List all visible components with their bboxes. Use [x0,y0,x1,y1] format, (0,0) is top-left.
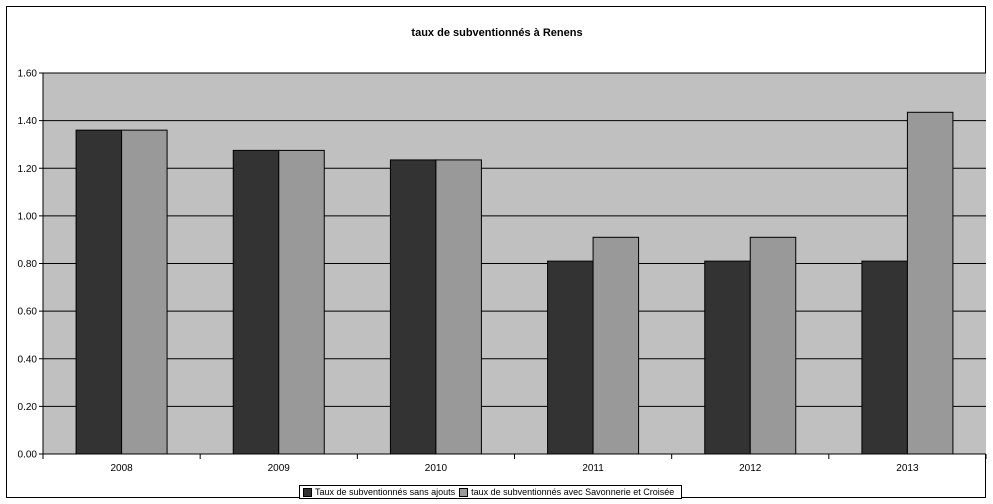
bar-2-2008 [121,129,168,455]
bar-1-2012 [704,260,751,455]
y-tick-label: 1.00 [18,211,38,222]
bar-2-2011 [592,236,640,455]
y-tick-label: 0.60 [18,307,38,318]
bar-1-2009 [232,149,280,455]
x-tick-label: 2010 [425,463,448,474]
x-tick-label: 2009 [268,463,291,474]
x-tick-label: 2011 [582,463,604,474]
x-tick-label: 2012 [739,463,762,474]
x-tick-label: 2013 [896,463,919,474]
legend-swatch-series-1 [303,487,312,497]
bar-2-2009 [278,149,325,455]
y-tick-label: 0.40 [18,354,38,365]
y-tick-label: 1.60 [18,69,38,80]
bar-2-2012 [749,236,797,455]
bar-1-2011 [547,260,594,455]
bar-1-2010 [389,159,437,455]
x-tick-label: 2008 [110,463,133,474]
bar-2-2010 [435,159,482,455]
y-tick-label: 1.20 [18,164,38,175]
legend-label-series-2: taux de subventionnés avec Savonnerie et… [471,487,675,497]
bar-1-2008 [75,129,123,455]
y-tick-label: 0.80 [18,259,38,270]
y-tick-label: 0.20 [18,402,38,413]
bar-2-2013 [906,111,954,455]
y-tick-label: 1.40 [18,116,38,127]
chart-legend: Taux de subventionnés sans ajouts taux d… [299,485,683,499]
bar-1-2013 [861,260,908,455]
chart-title: taux de subventionnés à Renens [411,27,582,39]
legend-swatch-series-2 [459,487,469,497]
y-tick-label: 0.00 [18,450,38,461]
legend-label-series-1: Taux de subventionnés sans ajouts [315,487,456,497]
